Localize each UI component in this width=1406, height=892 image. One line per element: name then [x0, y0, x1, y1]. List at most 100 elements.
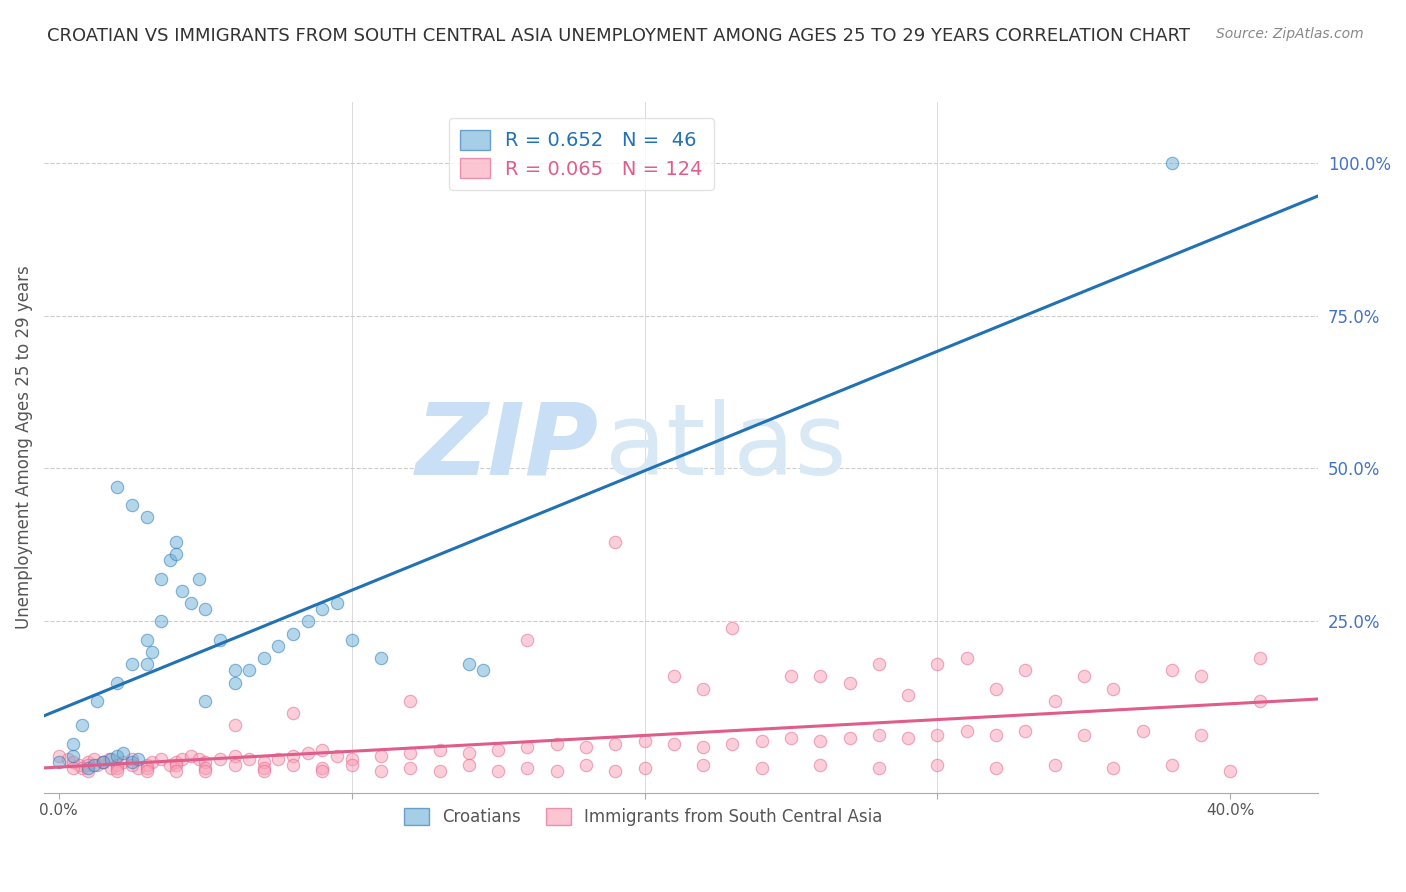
Point [1102, 681, 1125, 696]
Point [370, 764, 392, 779]
Point [165, 534, 187, 549]
Point [127, 761, 149, 775]
Point [956, 724, 979, 739]
Point [83, 752, 105, 766]
Point [224, 718, 246, 732]
Point [281, 758, 304, 772]
Point [91, 755, 114, 769]
Point [135, 510, 157, 524]
Point [692, 681, 714, 696]
Point [121, 657, 143, 672]
Point [194, 602, 217, 616]
Point [1102, 761, 1125, 775]
Point [429, 764, 451, 779]
Point [91, 755, 114, 769]
Point [927, 758, 949, 772]
Point [70, 718, 93, 732]
Point [1219, 764, 1241, 779]
Point [1043, 758, 1066, 772]
Point [370, 748, 392, 763]
Point [121, 755, 143, 769]
Point [868, 727, 890, 741]
Point [224, 748, 246, 763]
Point [180, 596, 202, 610]
Point [457, 758, 479, 772]
Point [897, 688, 920, 702]
Point [150, 572, 173, 586]
Point [281, 626, 304, 640]
Point [97, 752, 120, 766]
Point [67, 758, 90, 772]
Point [838, 675, 860, 690]
Point [838, 731, 860, 745]
Point [105, 758, 128, 772]
Point [605, 764, 627, 779]
Point [927, 657, 949, 672]
Point [808, 669, 831, 683]
Point [91, 755, 114, 769]
Text: Source: ZipAtlas.com: Source: ZipAtlas.com [1216, 27, 1364, 41]
Point [1189, 669, 1212, 683]
Point [208, 632, 231, 647]
Point [253, 651, 276, 665]
Point [457, 657, 479, 672]
Point [170, 583, 193, 598]
Point [311, 764, 333, 779]
Point [751, 733, 773, 747]
Point [1160, 155, 1182, 169]
Point [121, 498, 143, 512]
Point [1160, 663, 1182, 677]
Point [808, 733, 831, 747]
Point [62, 761, 84, 775]
Point [83, 758, 105, 772]
Point [370, 651, 392, 665]
Point [281, 706, 304, 720]
Point [399, 746, 422, 760]
Point [399, 694, 422, 708]
Point [633, 733, 655, 747]
Point [751, 761, 773, 775]
Point [399, 761, 422, 775]
Point [281, 748, 304, 763]
Point [165, 764, 187, 779]
Point [340, 632, 363, 647]
Point [62, 737, 84, 751]
Point [340, 752, 363, 766]
Point [165, 758, 187, 772]
Point [605, 737, 627, 751]
Point [135, 758, 157, 772]
Point [194, 764, 217, 779]
Point [105, 764, 128, 779]
Point [868, 761, 890, 775]
Point [808, 758, 831, 772]
Point [224, 675, 246, 690]
Point [1073, 669, 1095, 683]
Point [159, 758, 181, 772]
Point [135, 761, 157, 775]
Point [1160, 758, 1182, 772]
Point [472, 663, 495, 677]
Point [692, 758, 714, 772]
Point [1249, 694, 1271, 708]
Point [1249, 651, 1271, 665]
Point [575, 739, 598, 754]
Point [238, 752, 260, 766]
Point [121, 752, 143, 766]
Point [135, 657, 157, 672]
Point [194, 694, 217, 708]
Point [100, 761, 122, 775]
Point [605, 534, 627, 549]
Point [311, 743, 333, 757]
Point [194, 761, 217, 775]
Point [135, 764, 157, 779]
Point [1073, 727, 1095, 741]
Legend: Croatians, Immigrants from South Central Asia: Croatians, Immigrants from South Central… [396, 801, 889, 833]
Point [546, 764, 568, 779]
Point [180, 748, 202, 763]
Y-axis label: Unemployment Among Ages 25 to 29 years: Unemployment Among Ages 25 to 29 years [15, 265, 32, 629]
Point [984, 681, 1007, 696]
Point [165, 547, 187, 561]
Point [48, 755, 70, 769]
Point [56, 752, 79, 766]
Point [135, 632, 157, 647]
